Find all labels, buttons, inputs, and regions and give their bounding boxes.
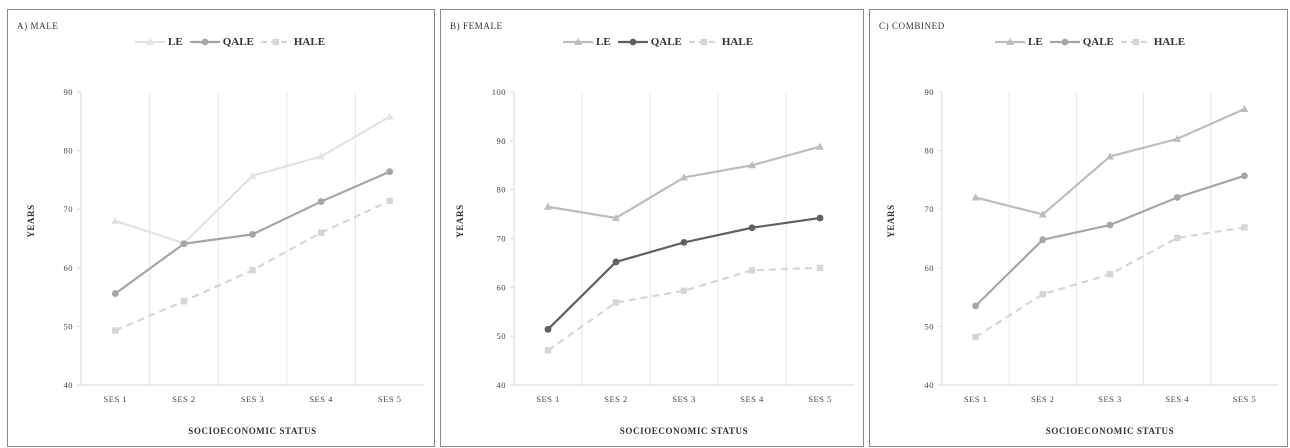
data-point-qale bbox=[181, 240, 188, 247]
series-line-hale bbox=[115, 201, 389, 331]
y-axis-label: YEARS bbox=[26, 204, 36, 238]
y-tick-label: 40 bbox=[64, 380, 74, 390]
y-tick-label: 60 bbox=[497, 282, 507, 292]
data-point-hale bbox=[817, 265, 823, 271]
data-point-hale bbox=[112, 327, 118, 333]
y-tick-label: 70 bbox=[497, 234, 507, 244]
y-tick-label: 90 bbox=[497, 136, 507, 146]
series-line-hale bbox=[548, 268, 820, 351]
x-tick-label: SES 1 bbox=[964, 394, 988, 404]
x-tick-label: SES 2 bbox=[172, 394, 196, 404]
y-tick-label: 50 bbox=[497, 331, 507, 341]
chart-panel-female: B) FEMALE LE QALE HALE 40 50 60 70 80 90 100 SE… bbox=[440, 9, 864, 447]
data-point-hale bbox=[972, 334, 978, 340]
y-axis-label: YEARS bbox=[886, 204, 896, 238]
x-axis-label: SOCIOECONOMIC STATUS bbox=[942, 426, 1278, 436]
y-tick-label: 40 bbox=[925, 380, 935, 390]
data-point-qale bbox=[545, 326, 552, 333]
data-point-qale bbox=[749, 224, 756, 231]
chart-panel-combined: C) COMBINED LE QALE HALE 40 50 60 70 80 90 SES… bbox=[869, 9, 1288, 447]
y-tick-label: 60 bbox=[925, 263, 935, 273]
y-tick-label: 100 bbox=[492, 87, 506, 97]
y-tick-label: 70 bbox=[64, 204, 74, 214]
data-point-qale bbox=[249, 231, 256, 238]
y-tick-label: 60 bbox=[64, 263, 74, 273]
x-tick-label: SES 3 bbox=[241, 394, 265, 404]
plot-area: 40 50 60 70 80 90 SES 1 SES 2 SES 3 SES 4 SES 5 bbox=[870, 10, 1289, 446]
y-tick-label: 50 bbox=[925, 321, 935, 331]
data-point-le bbox=[111, 217, 119, 224]
series-line-le bbox=[548, 147, 820, 218]
series-line-qale bbox=[976, 176, 1245, 306]
data-point-qale bbox=[972, 302, 979, 309]
data-point-qale bbox=[1039, 236, 1046, 243]
data-point-qale bbox=[1107, 222, 1114, 229]
data-point-qale bbox=[817, 215, 824, 222]
series-line-qale bbox=[548, 218, 820, 329]
x-tick-label: SES 3 bbox=[672, 394, 696, 404]
data-point-qale bbox=[386, 168, 393, 175]
data-point-le bbox=[386, 113, 394, 120]
data-point-hale bbox=[749, 267, 755, 273]
x-tick-label: SES 5 bbox=[808, 394, 832, 404]
y-tick-label: 80 bbox=[925, 146, 935, 156]
data-point-le bbox=[816, 143, 824, 150]
y-tick-label: 80 bbox=[497, 185, 507, 195]
x-tick-label: SES 3 bbox=[1098, 394, 1122, 404]
x-tick-label: SES 1 bbox=[536, 394, 560, 404]
y-tick-label: 70 bbox=[925, 204, 935, 214]
x-axis-label: SOCIOECONOMIC STATUS bbox=[514, 426, 854, 436]
data-point-hale bbox=[181, 298, 187, 304]
x-tick-label: SES 4 bbox=[740, 394, 764, 404]
series-line-le bbox=[976, 109, 1245, 214]
x-tick-label: SES 4 bbox=[309, 394, 333, 404]
data-point-qale bbox=[1241, 172, 1248, 179]
y-axis-label: YEARS bbox=[455, 204, 465, 238]
data-point-hale bbox=[1241, 224, 1247, 230]
x-tick-label: SES 4 bbox=[1165, 394, 1189, 404]
data-point-qale bbox=[318, 198, 325, 205]
series-line-hale bbox=[976, 227, 1245, 337]
data-point-qale bbox=[1174, 194, 1181, 201]
data-point-hale bbox=[681, 288, 687, 294]
x-tick-label: SES 5 bbox=[378, 394, 402, 404]
y-tick-label: 50 bbox=[64, 321, 74, 331]
x-tick-label: SES 1 bbox=[104, 394, 128, 404]
data-point-hale bbox=[545, 347, 551, 353]
x-tick-label: SES 5 bbox=[1233, 394, 1257, 404]
data-point-hale bbox=[249, 267, 255, 273]
data-point-qale bbox=[613, 259, 620, 266]
y-tick-label: 90 bbox=[925, 87, 935, 97]
data-point-qale bbox=[112, 290, 119, 297]
data-point-hale bbox=[387, 198, 393, 204]
y-tick-label: 80 bbox=[64, 146, 74, 156]
y-tick-label: 40 bbox=[497, 380, 507, 390]
chart-panel-male: A) MALE LE QALE HALE 40 50 60 70 80 90 SES 1 SE… bbox=[7, 9, 435, 447]
x-tick-label: SES 2 bbox=[604, 394, 628, 404]
x-tick-label: SES 2 bbox=[1031, 394, 1055, 404]
data-point-hale bbox=[318, 229, 324, 235]
data-point-hale bbox=[1174, 235, 1180, 241]
data-point-le bbox=[972, 193, 980, 200]
y-tick-label: 90 bbox=[64, 87, 74, 97]
series-line-le bbox=[115, 117, 389, 244]
data-point-hale bbox=[1107, 271, 1113, 277]
plot-area: 40 50 60 70 80 90 SES 1 SES 2 SES 3 SES 4 SES 5 bbox=[8, 10, 436, 446]
data-point-hale bbox=[1040, 291, 1046, 297]
plot-area: 40 50 60 70 80 90 100 SES 1 SES 2 SES 3 SES 4 SES 5 bbox=[441, 10, 865, 446]
data-point-qale bbox=[681, 239, 688, 246]
data-point-hale bbox=[613, 299, 619, 305]
x-axis-label: SOCIOECONOMIC STATUS bbox=[81, 426, 424, 436]
data-point-le bbox=[1240, 105, 1248, 112]
